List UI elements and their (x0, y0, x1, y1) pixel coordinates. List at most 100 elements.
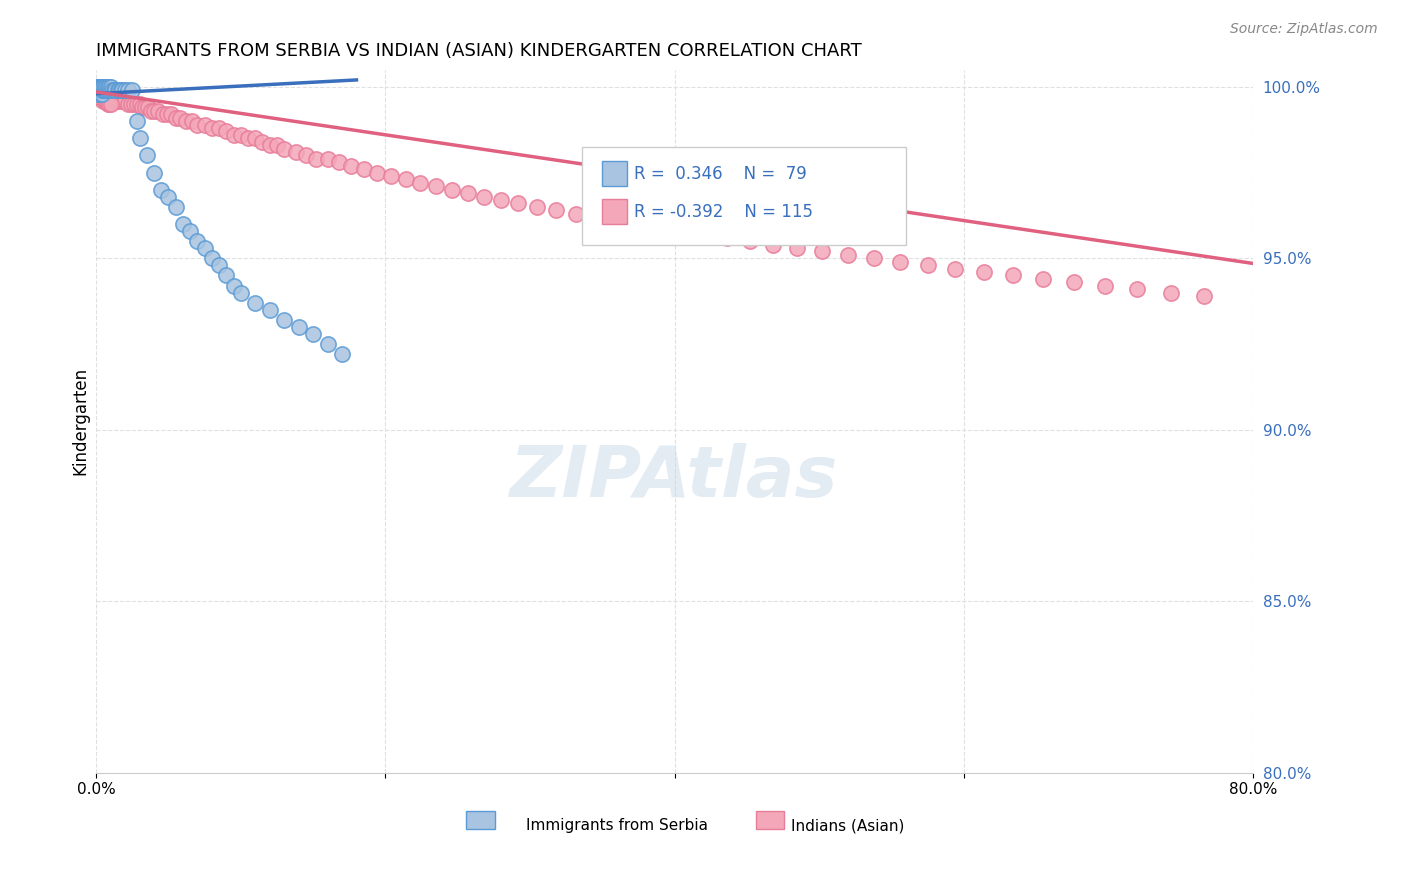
Point (143, 165, 166, 179)
Point (97, 90, 120, 104)
Point (174, 114, 197, 128)
Point (96, 94, 118, 108)
Point (89, 87, 111, 101)
Point (87, 79, 110, 94)
Point (305, 152, 328, 166)
Point (236, 131, 259, 145)
Point (89, 90, 111, 104)
Point (96, 90, 118, 104)
Point (169, 111, 191, 125)
Point (86, 87, 108, 101)
Point (86, 79, 108, 94)
Point (87, 79, 110, 94)
Point (136, 100, 159, 114)
Point (302, 326, 325, 341)
Point (1094, 278, 1116, 293)
Point (215, 124, 238, 138)
Point (121, 83, 143, 97)
Point (114, 83, 136, 97)
Point (339, 159, 361, 173)
Point (87, 83, 110, 97)
Point (222, 278, 245, 293)
Point (425, 179, 447, 194)
Point (172, 217, 194, 231)
Point (1160, 285, 1182, 300)
Point (89, 87, 111, 101)
Point (125, 97, 148, 112)
Point (650, 220, 672, 235)
Point (148, 103, 170, 118)
Point (353, 162, 375, 177)
Point (128, 97, 150, 112)
Point (117, 97, 139, 112)
Point (87, 83, 110, 97)
Point (671, 224, 693, 238)
Point (101, 83, 124, 97)
Point (105, 94, 128, 108)
Text: R = -0.392    N = 115: R = -0.392 N = 115 (634, 202, 813, 220)
Point (259, 302, 281, 317)
Point (472, 189, 495, 203)
Point (93, 87, 115, 101)
Bar (755, 812, 785, 829)
Point (89, 83, 111, 97)
Point (89, 90, 111, 104)
Point (889, 254, 911, 268)
Point (93, 90, 115, 104)
Point (86, 79, 108, 94)
Point (87, 79, 110, 94)
Point (96, 94, 118, 108)
Point (266, 138, 288, 153)
Point (157, 189, 180, 203)
Point (201, 252, 224, 266)
Point (738, 234, 761, 248)
Point (152, 107, 174, 121)
Point (284, 145, 307, 159)
Point (259, 138, 281, 153)
Bar (467, 812, 495, 829)
Point (208, 258, 231, 272)
Point (330, 347, 353, 361)
Point (87, 79, 110, 94)
Point (122, 97, 145, 112)
Point (91, 79, 114, 94)
Point (94, 83, 117, 97)
Point (229, 285, 252, 300)
Point (316, 152, 339, 166)
Point (150, 183, 173, 197)
Point (544, 203, 567, 218)
Point (86, 83, 108, 97)
Point (86, 87, 108, 101)
Point (215, 268, 238, 283)
Point (273, 142, 295, 156)
Point (245, 131, 267, 145)
Point (1126, 282, 1149, 296)
Point (692, 227, 714, 242)
Point (93, 79, 115, 94)
Point (103, 83, 125, 97)
Point (394, 172, 416, 186)
Point (128, 131, 150, 145)
Point (97, 83, 120, 97)
Point (585, 210, 607, 224)
Point (863, 252, 886, 266)
Point (98, 94, 121, 108)
Point (1032, 272, 1054, 286)
Point (86, 83, 108, 97)
Point (134, 100, 156, 114)
Point (125, 114, 148, 128)
Point (91, 90, 114, 104)
Point (96, 83, 118, 97)
Point (110, 83, 132, 97)
Point (111, 83, 134, 97)
Point (89, 87, 111, 101)
Point (131, 100, 153, 114)
Point (287, 319, 309, 334)
Point (1192, 289, 1215, 303)
Point (409, 176, 432, 190)
Point (156, 107, 179, 121)
Point (87, 79, 110, 94)
Point (91, 79, 114, 94)
Point (89, 83, 111, 97)
Point (91, 83, 114, 97)
